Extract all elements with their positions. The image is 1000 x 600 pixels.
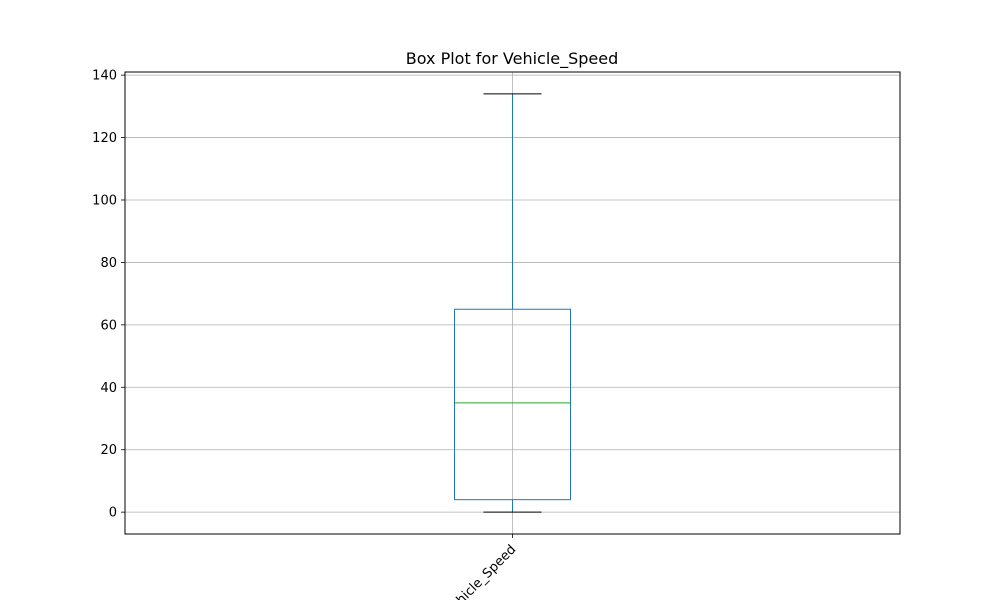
y-tick-label: 40 bbox=[100, 381, 117, 396]
y-tick-label: 0 bbox=[109, 506, 117, 521]
box-layer bbox=[454, 93, 571, 513]
y-axis: 0 20 40 60 80 100 120 140 bbox=[92, 69, 125, 521]
y-tick-label: 120 bbox=[92, 131, 117, 146]
x-axis: Vehicle_Speed bbox=[442, 534, 519, 600]
y-tick-label: 80 bbox=[100, 256, 117, 271]
y-tick-label: 60 bbox=[100, 318, 117, 333]
chart-title: Box Plot for Vehicle_Speed bbox=[406, 49, 619, 69]
box-0 bbox=[454, 93, 571, 513]
y-tick-label: 20 bbox=[100, 443, 117, 458]
y-tick-label: 140 bbox=[92, 69, 117, 84]
x-tick-label: Vehicle_Speed bbox=[442, 542, 519, 600]
iqr-box bbox=[454, 308, 571, 501]
y-tick-label: 100 bbox=[92, 193, 117, 208]
